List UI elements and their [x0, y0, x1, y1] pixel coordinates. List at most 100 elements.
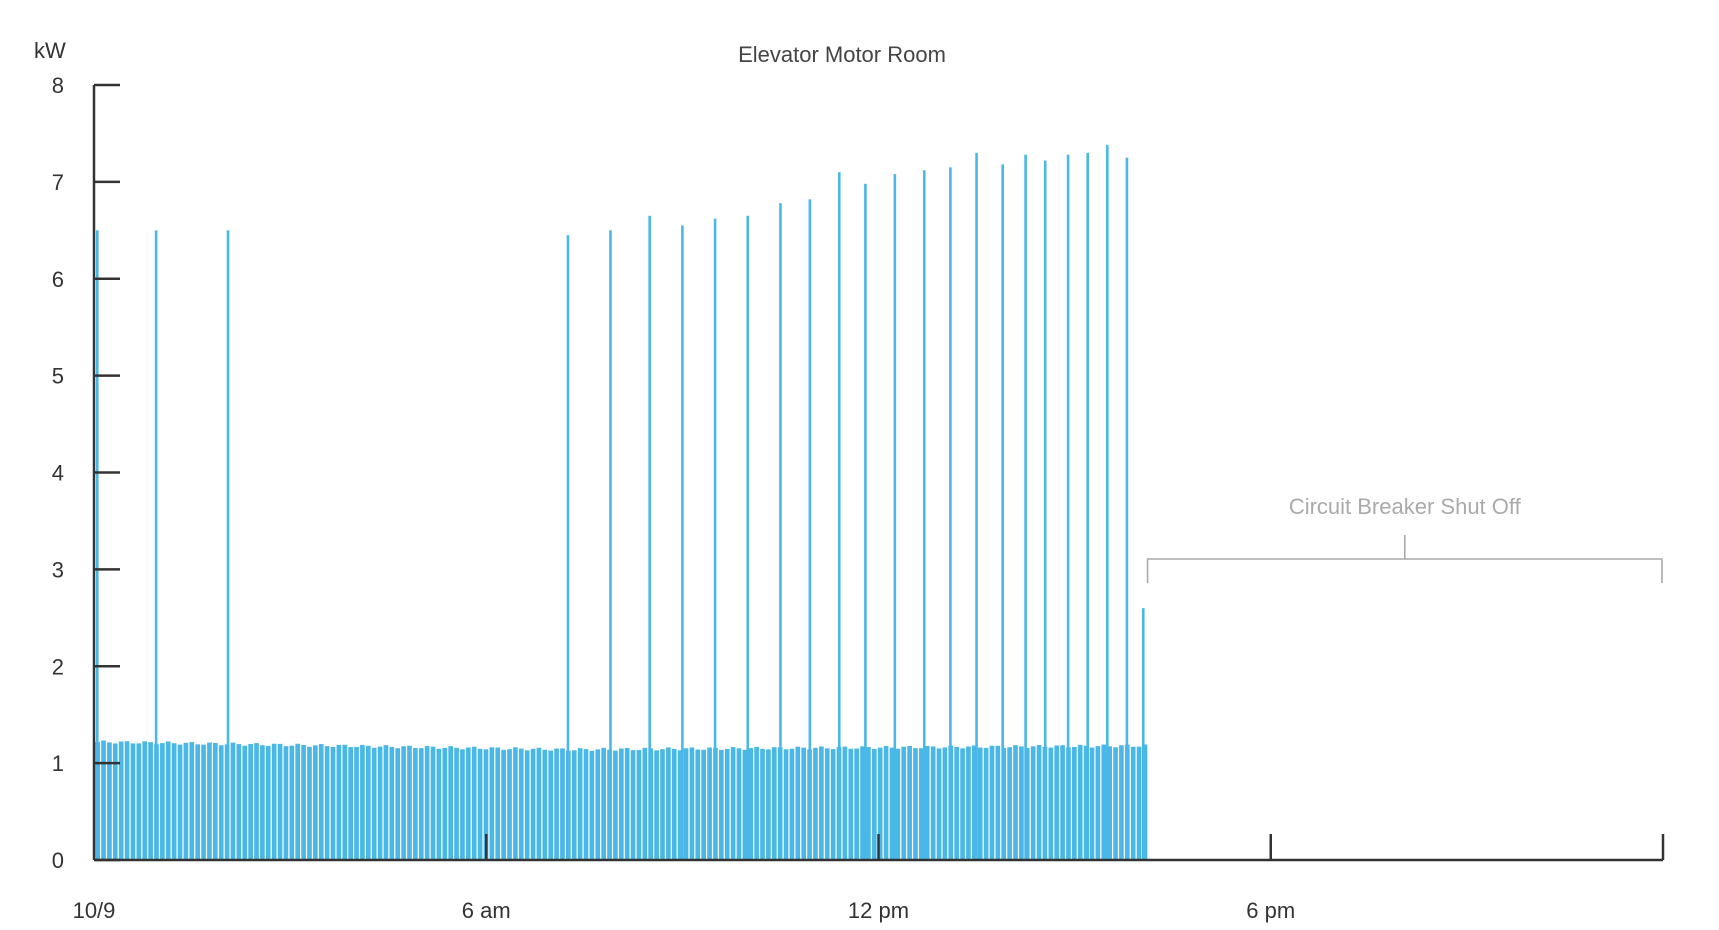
baseline-bar: [989, 745, 995, 860]
baseline-bar: [295, 743, 301, 860]
baseline-bar: [936, 748, 942, 860]
baseline-bar: [101, 740, 106, 860]
annotation-group: Circuit Breaker Shut Off: [1146, 494, 1663, 583]
baseline-bar: [389, 746, 395, 860]
y-tick-label: 1: [52, 751, 64, 776]
y-tick-label: 5: [52, 364, 64, 389]
baseline-bar: [695, 749, 701, 860]
baseline-bar: [207, 742, 212, 860]
baseline-bar: [783, 749, 789, 860]
baseline-bar: [489, 747, 495, 860]
baseline-bar: [348, 747, 353, 860]
baseline-bar: [689, 747, 695, 860]
baseline-bar: [1060, 745, 1065, 860]
spike-bar: [746, 215, 750, 860]
baseline-bar: [336, 745, 342, 860]
baseline-bar: [866, 747, 871, 860]
baseline-bar: [577, 748, 583, 860]
baseline-bar: [848, 748, 854, 860]
baseline-bar: [930, 746, 936, 860]
x-tick-label: 12 pm: [848, 898, 909, 923]
baseline-bar: [212, 743, 218, 860]
baseline-bar: [589, 750, 595, 860]
baseline-bar: [177, 744, 183, 860]
baseline-bar: [524, 750, 530, 860]
baseline-bar: [1030, 746, 1036, 860]
baseline-bar: [660, 749, 665, 860]
baseline-bar: [330, 747, 336, 860]
baseline-bar: [418, 748, 424, 860]
baseline-bar: [824, 748, 830, 860]
baseline-bar: [718, 749, 724, 860]
baseline-bar: [1101, 744, 1107, 860]
baseline-bar: [1136, 746, 1142, 860]
baseline-bar: [112, 743, 118, 860]
baseline-bar: [354, 746, 359, 860]
baseline-bar: [448, 746, 454, 860]
spike-bar: [648, 215, 651, 860]
baseline-bar: [630, 750, 636, 860]
spike-bar: [893, 174, 897, 860]
baseline-bar: [230, 742, 236, 860]
y-tick-label: 2: [52, 654, 64, 679]
baseline-bar: [436, 748, 442, 860]
baseline-bar: [966, 746, 971, 860]
spike-bar: [1024, 154, 1027, 860]
spike-bar: [1043, 160, 1047, 860]
spike-bar: [1066, 154, 1070, 860]
baseline-bar: [395, 748, 401, 860]
baseline-bar: [871, 748, 877, 860]
spike-bar: [864, 183, 867, 860]
spike-bar: [808, 199, 812, 860]
baseline-bar: [148, 742, 153, 860]
y-tick-label: 7: [52, 170, 64, 195]
baseline-bar: [283, 746, 289, 860]
spike-bar: [713, 218, 717, 860]
baseline-bar: [242, 745, 248, 860]
baseline-bar: [789, 748, 795, 860]
baseline-bar: [595, 749, 601, 860]
baseline-bar: [1083, 745, 1089, 860]
baseline-bar: [124, 741, 130, 860]
baseline-bar: [236, 744, 242, 860]
baseline-bar: [413, 747, 418, 860]
baseline-bar: [854, 748, 859, 860]
baseline-bar: [583, 749, 589, 860]
baseline-bar: [801, 747, 807, 860]
baseline-bar: [889, 747, 895, 860]
baseline-bar: [377, 746, 383, 860]
baseline-bar: [195, 744, 201, 860]
baseline-bar: [1036, 745, 1042, 860]
baseline-bar: [901, 746, 907, 860]
spike-bar: [975, 152, 978, 860]
baseline-bar: [265, 745, 271, 860]
baseline-bar: [842, 746, 848, 860]
baseline-bar: [724, 748, 730, 860]
x-tick-label: 6 am: [462, 898, 511, 923]
baseline-bar: [983, 747, 989, 860]
baseline-bar: [754, 746, 759, 860]
baseline-bar: [460, 749, 465, 860]
baseline-bar: [1119, 745, 1124, 860]
baseline-bar: [1095, 746, 1101, 860]
baseline-bar: [471, 746, 477, 860]
baseline-bar: [760, 748, 765, 860]
baseline-bar: [1089, 747, 1095, 860]
baseline-bar: [248, 744, 253, 860]
baseline-bar: [895, 748, 901, 860]
baseline-bar: [536, 747, 542, 860]
baseline-bar: [819, 746, 824, 860]
baseline-bar: [260, 745, 265, 860]
baseline-bar: [730, 747, 736, 860]
baseline-bar: [977, 747, 983, 860]
baseline-bar: [960, 748, 965, 860]
baseline-bar: [1054, 745, 1060, 860]
baseline-bar: [654, 750, 659, 860]
y-tick-label: 0: [52, 848, 64, 873]
y-tick-label: 4: [52, 461, 64, 486]
baseline-bar: [1048, 747, 1054, 860]
baseline-bar: [742, 749, 748, 860]
baseline-bar: [813, 747, 818, 860]
baseline-bar: [442, 747, 448, 860]
baseline-bar: [342, 744, 348, 860]
